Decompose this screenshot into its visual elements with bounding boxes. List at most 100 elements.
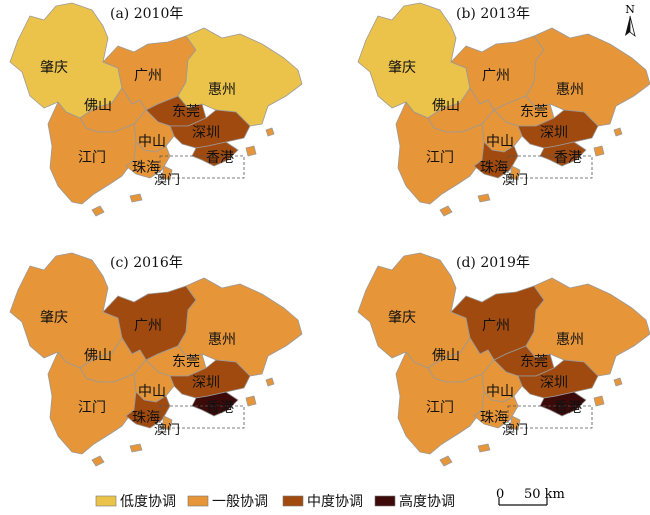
panel-title-3: (c) 2016年 <box>110 255 183 271</box>
sar-dashed-box <box>159 155 245 179</box>
region-island2 <box>129 443 143 453</box>
sar-dashed-box <box>159 405 245 429</box>
city-label-huizhou: 惠州 <box>556 332 584 348</box>
city-label-guangzhou: 广州 <box>134 318 162 334</box>
city-label-dongguan: 东莞 <box>172 354 200 370</box>
region-hongkong <box>191 141 239 167</box>
legend: 低度协调 一般协调 中度协调 高度协调 <box>95 493 455 510</box>
region-jiangmen <box>395 101 485 205</box>
city-label-hongkong: 香港 <box>206 150 234 166</box>
city-label-huizhou: 惠州 <box>556 82 584 98</box>
region-zhuhai <box>125 391 171 429</box>
city-label-huizhou: 惠州 <box>208 82 236 98</box>
region-island2 <box>129 193 143 203</box>
city-label-guangzhou: 广州 <box>134 68 162 84</box>
city-label-guangzhou: 广州 <box>482 318 510 334</box>
region-jiangmen <box>47 101 137 205</box>
city-label-zhaoqing: 肇庆 <box>40 310 68 326</box>
region-island4 <box>613 127 623 137</box>
city-label-zhongshan: 中山 <box>486 134 514 150</box>
city-label-zhaoqing: 肇庆 <box>388 60 416 76</box>
city-label-foshan: 佛山 <box>432 98 460 114</box>
region-island3 <box>593 145 605 157</box>
city-label-foshan: 佛山 <box>84 98 112 114</box>
region-island4 <box>265 377 275 387</box>
city-label-dongguan: 东莞 <box>172 104 200 120</box>
region-island3 <box>593 395 605 407</box>
city-label-hongkong: 香港 <box>554 150 582 166</box>
region-shenzhen <box>517 109 599 149</box>
north-arrow-left-half <box>625 16 630 36</box>
panel-title-4: (d) 2019年 <box>456 255 530 271</box>
region-zhuhai <box>473 141 519 179</box>
region-island3 <box>245 395 257 407</box>
region-island2 <box>477 193 491 203</box>
city-label-jiangmen: 江门 <box>426 150 454 166</box>
region-zhuhai <box>473 391 519 429</box>
scale-bar: 0 50 km <box>496 487 565 506</box>
city-label-hongkong: 香港 <box>554 400 582 416</box>
region-huizhou <box>177 277 303 377</box>
region-island1 <box>439 205 453 217</box>
city-label-jiangmen: 江门 <box>78 400 106 416</box>
scale-bar-start: 0 <box>496 487 504 502</box>
region-island2 <box>477 443 491 453</box>
city-label-shenzhen: 深圳 <box>192 375 220 391</box>
city-label-shenzhen: 深圳 <box>192 125 220 141</box>
sar-dashed-box <box>507 155 593 179</box>
city-label-hongkong: 香港 <box>206 400 234 416</box>
panel-title-1: (a) 2010年 <box>110 6 183 22</box>
region-hongkong <box>539 141 587 167</box>
region-huizhou <box>525 277 650 377</box>
region-island1 <box>91 455 105 467</box>
city-label-zhongshan: 中山 <box>486 384 514 400</box>
region-shenzhen <box>517 359 599 399</box>
city-label-shenzhen: 深圳 <box>540 375 568 391</box>
city-label-zhuhai: 珠海 <box>480 410 508 426</box>
city-label-zhaoqing: 肇庆 <box>388 310 416 326</box>
legend-swatch-low <box>95 495 117 507</box>
panel-title-2: (b) 2013年 <box>456 6 530 22</box>
city-label-zhuhai: 珠海 <box>132 160 160 176</box>
city-label-guangzhou: 广州 <box>482 68 510 84</box>
region-shenzhen <box>169 359 251 399</box>
region-shenzhen <box>169 109 251 149</box>
legend-label-medium: 中度协调 <box>307 494 363 510</box>
region-huizhou <box>525 27 650 127</box>
city-label-zhongshan: 中山 <box>138 134 166 150</box>
city-label-jiangmen: 江门 <box>78 150 106 166</box>
city-label-macau: 澳门 <box>502 172 528 188</box>
region-island4 <box>265 127 275 137</box>
legend-label-general: 一般协调 <box>212 494 268 510</box>
legend-swatch-general <box>187 495 209 507</box>
scale-bar-end: 50 km <box>524 487 565 502</box>
north-arrow-icon: N <box>625 3 636 38</box>
legend-swatch-high <box>374 495 396 507</box>
city-label-zhuhai: 珠海 <box>480 160 508 176</box>
city-label-shenzhen: 深圳 <box>540 125 568 141</box>
region-hongkong <box>539 391 587 417</box>
region-jiangmen <box>395 351 485 455</box>
region-island4 <box>613 377 623 387</box>
region-island3 <box>245 145 257 157</box>
city-label-dongguan: 东莞 <box>520 104 548 120</box>
region-macau <box>509 415 521 431</box>
region-jiangmen <box>47 351 137 455</box>
region-zhuhai <box>125 141 171 179</box>
sar-dashed-box <box>507 405 593 429</box>
city-label-foshan: 佛山 <box>432 348 460 364</box>
legend-label-high: 高度协调 <box>399 493 455 510</box>
legend-swatch-medium <box>282 495 304 507</box>
legend-label-low: 低度协调 <box>120 494 176 510</box>
region-hongkong <box>191 391 239 417</box>
city-label-zhuhai: 珠海 <box>132 410 160 426</box>
city-label-macau: 澳门 <box>154 172 180 188</box>
region-island1 <box>91 205 105 217</box>
region-macau <box>509 165 521 181</box>
map-panel-2: 肇庆广州惠州佛山 东莞深圳香港 中山江门珠海澳门 <box>357 2 650 217</box>
